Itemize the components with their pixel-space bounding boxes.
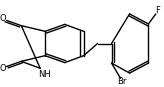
Text: Br: Br	[117, 77, 126, 86]
Text: O: O	[0, 64, 7, 73]
Text: O: O	[0, 14, 7, 23]
Text: NH: NH	[38, 70, 51, 79]
Text: F: F	[155, 6, 160, 15]
